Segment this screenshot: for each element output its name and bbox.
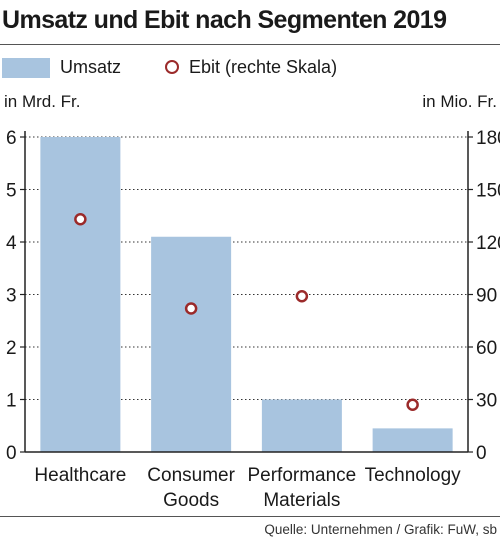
right-tick-label-90: 90	[476, 286, 497, 307]
category-label-0-0: Healthcare	[34, 465, 126, 486]
left-tick-label-4: 4	[6, 233, 17, 254]
ebit-marker-0	[74, 213, 87, 226]
ebit-marker-3	[406, 398, 419, 411]
right-tick-label-0: 0	[476, 443, 487, 464]
ebit-marker-2	[295, 290, 309, 303]
tick-labels: 01234560306090120150180	[6, 128, 500, 464]
category-labels: Healthcare Consumer Goods Performance Materi…	[34, 465, 461, 511]
left-tick-label-3: 3	[6, 286, 17, 307]
bar-0	[40, 137, 121, 452]
legend-bar-label: Umsatz	[60, 57, 122, 77]
category-label-3-0: Technology	[365, 465, 462, 486]
left-tick-label-5: 5	[6, 181, 17, 202]
right-tick-label-120: 120	[476, 233, 500, 254]
category-label-2-1: Materials	[263, 490, 340, 511]
right-tick-label-150: 150	[476, 181, 500, 202]
right-tick-label-60: 60	[476, 338, 497, 359]
bars	[40, 137, 453, 452]
legend-marker-label: Ebit (rechte Skala)	[189, 57, 338, 77]
left-tick-label-0: 0	[6, 443, 17, 464]
category-label-1-0: Consumer	[147, 465, 235, 486]
grid-lines	[25, 136, 468, 400]
ebit-marker-1	[184, 302, 198, 315]
legend-marker-icon	[165, 60, 179, 74]
left-axis-unit: in Mrd. Fr.	[4, 92, 81, 111]
ebit-markers	[74, 213, 419, 411]
right-tick-label-180: 180	[476, 128, 500, 149]
right-tick-label-30: 30	[476, 391, 497, 412]
category-label-2-0: Performance	[247, 465, 356, 486]
bar-3	[372, 428, 453, 452]
bar-2	[261, 399, 342, 452]
legend-bar-swatch	[2, 58, 50, 78]
left-tick-label-6: 6	[6, 128, 17, 149]
category-label-1-1: Goods	[163, 490, 219, 511]
bar-1	[151, 236, 232, 452]
left-tick-label-2: 2	[6, 338, 17, 359]
axes	[20, 131, 473, 453]
legend: Umsatz Ebit (rechte Skala)	[0, 56, 500, 80]
left-tick-label-1: 1	[6, 391, 17, 412]
source-note: Quelle: Unternehmen / Grafik: FuW, sb	[264, 522, 497, 537]
right-axis-unit: in Mio. Fr.	[422, 92, 497, 111]
chart-title: Umsatz und Ebit nach Segmenten 2019	[2, 6, 447, 34]
title-divider	[0, 44, 500, 45]
footer-divider	[0, 516, 500, 517]
